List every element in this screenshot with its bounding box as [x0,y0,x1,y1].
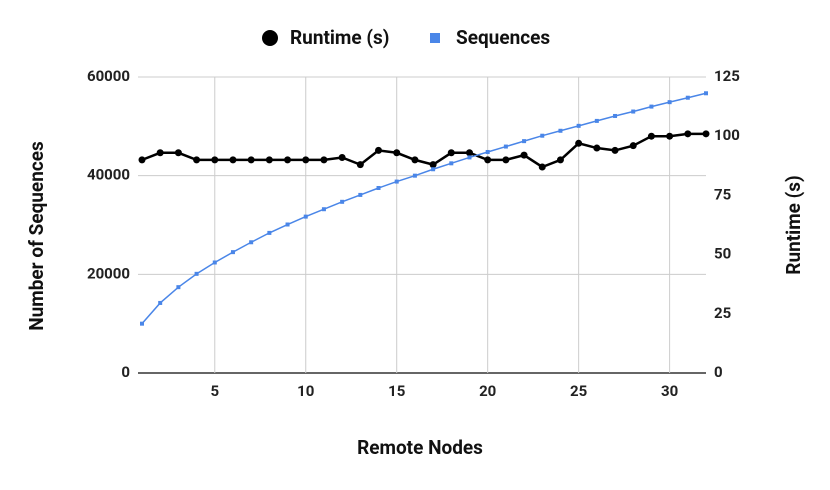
y-tick-label: 40000 [87,166,130,184]
y2-tick-label: 0 [714,363,723,381]
point [194,271,199,276]
point [520,151,528,159]
point [358,192,363,197]
y-tick-label: 20000 [87,264,130,282]
point [540,133,545,138]
x-axis-title: Remote Nodes [357,436,483,459]
series-line [141,132,706,169]
legend: Runtime (s) Sequences [262,26,550,49]
point [376,186,381,190]
point [556,156,564,164]
y-tick-label: 60000 [87,67,130,85]
point [449,161,454,166]
point [538,163,546,171]
point [394,179,399,184]
x-tick-label: 5 [210,382,219,400]
point [340,199,345,204]
x-tick-label: 15 [388,382,405,400]
point [193,156,201,164]
point [320,156,328,164]
y2-tick-label: 50 [714,245,731,263]
point [613,113,618,118]
point [647,132,655,140]
legend-label: Runtime (s) [290,26,389,49]
point [140,321,144,326]
point [594,118,599,123]
point [558,128,563,133]
point [467,155,472,160]
point [611,146,619,154]
point [303,214,308,219]
point [338,154,346,162]
legend-label: Sequences [456,26,550,49]
y2-tick-label: 75 [714,185,731,203]
legend-marker [262,30,278,46]
point [502,156,510,164]
point [522,139,527,144]
point [265,156,273,164]
point [629,142,637,150]
point [503,144,508,149]
point [575,139,583,147]
point [649,104,654,109]
point [284,156,292,164]
y2-axis-title: Runtime (s) [782,175,805,274]
point [704,91,708,96]
point [412,173,417,178]
point [302,156,310,164]
point [431,167,436,172]
point [321,207,326,212]
y2-tick-label: 25 [714,304,731,322]
point [230,250,235,255]
point [158,300,163,305]
point [375,146,383,154]
point [411,156,419,164]
point [229,156,237,164]
point [429,161,437,169]
point [485,149,490,154]
y-tick-label: 0 [121,363,130,381]
point [447,149,455,157]
x-tick-label: 30 [661,382,678,400]
point [631,109,636,114]
legend-marker [430,33,440,43]
y-axis-title: Number of Sequences [25,141,48,331]
point [667,100,672,105]
point [211,156,219,164]
point [684,130,692,138]
y2-tick-label: 125 [714,67,740,85]
x-tick-label: 10 [297,382,314,400]
point [247,156,255,164]
x-tick-label: 20 [479,382,496,400]
x-tick-label: 25 [570,382,587,400]
point [576,123,581,128]
series-line [141,92,707,325]
point [702,130,710,138]
point [356,161,364,169]
point [267,230,272,235]
point [176,285,181,290]
point [393,149,401,157]
point [285,222,290,227]
point [666,132,674,140]
point [593,144,601,152]
point [138,156,146,164]
y2-tick-label: 100 [714,126,740,144]
point [484,156,492,164]
point [465,149,473,157]
point [249,240,254,245]
point [685,95,690,100]
point [174,149,182,157]
point [212,260,217,265]
point [156,149,164,157]
